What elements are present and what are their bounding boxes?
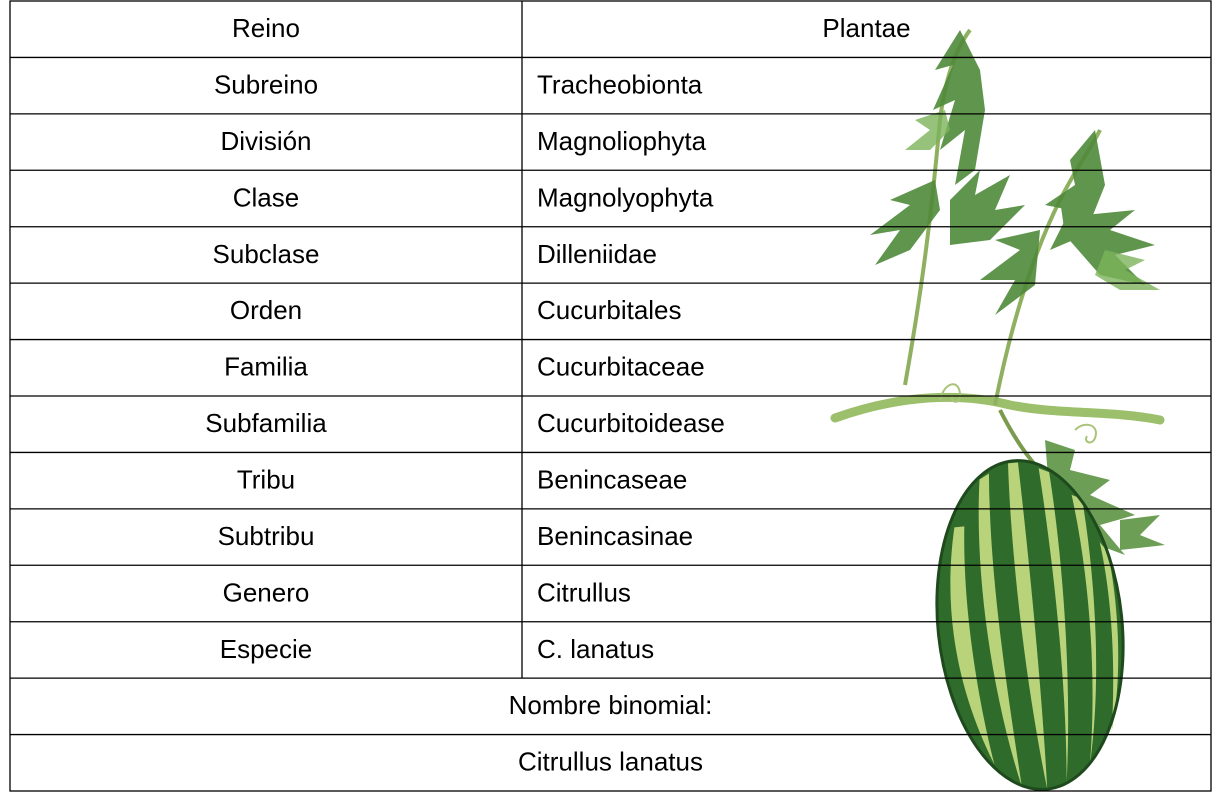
rank-label: Subclase — [213, 239, 320, 269]
taxon-name: C. lanatus — [537, 634, 654, 664]
taxon-name: Cucurbitaceae — [537, 352, 705, 382]
rank-label: Reino — [232, 13, 300, 43]
rank-label: Especie — [220, 634, 313, 664]
rank-label: División — [220, 126, 311, 156]
binomial-cell: Nombre binomial: — [509, 690, 713, 720]
taxon-name: Citrullus — [537, 577, 631, 607]
rank-label: Tribu — [237, 465, 295, 495]
rank-label: Genero — [223, 577, 310, 607]
table-borders — [9, 0, 1212, 792]
taxon-name: Cucurbitoidease — [537, 408, 725, 438]
taxon-name: Magnoliophyta — [537, 126, 707, 156]
rank-label: Subreino — [214, 70, 318, 100]
rank-label: Orden — [230, 295, 302, 325]
rank-label: Subfamilia — [205, 408, 327, 438]
watermelon-illustration — [830, 28, 1165, 791]
taxon-name: Dilleniidae — [537, 239, 657, 269]
taxon-name: Benincasinae — [537, 521, 693, 551]
taxon-name: Cucurbitales — [537, 295, 682, 325]
taxon-name: Tracheobionta — [537, 70, 703, 100]
taxon-name: Benincaseae — [537, 465, 687, 495]
rank-label: Subtribu — [218, 521, 315, 551]
binomial-cell: Citrullus lanatus — [518, 747, 703, 777]
taxon-name: Magnolyophyta — [537, 182, 714, 212]
rank-label: Familia — [224, 352, 308, 382]
rank-label: Clase — [233, 182, 299, 212]
taxon-name: Plantae — [822, 13, 910, 43]
table-cells: Reino Plantae Subreino Tracheobionta Divisió… — [205, 13, 910, 777]
